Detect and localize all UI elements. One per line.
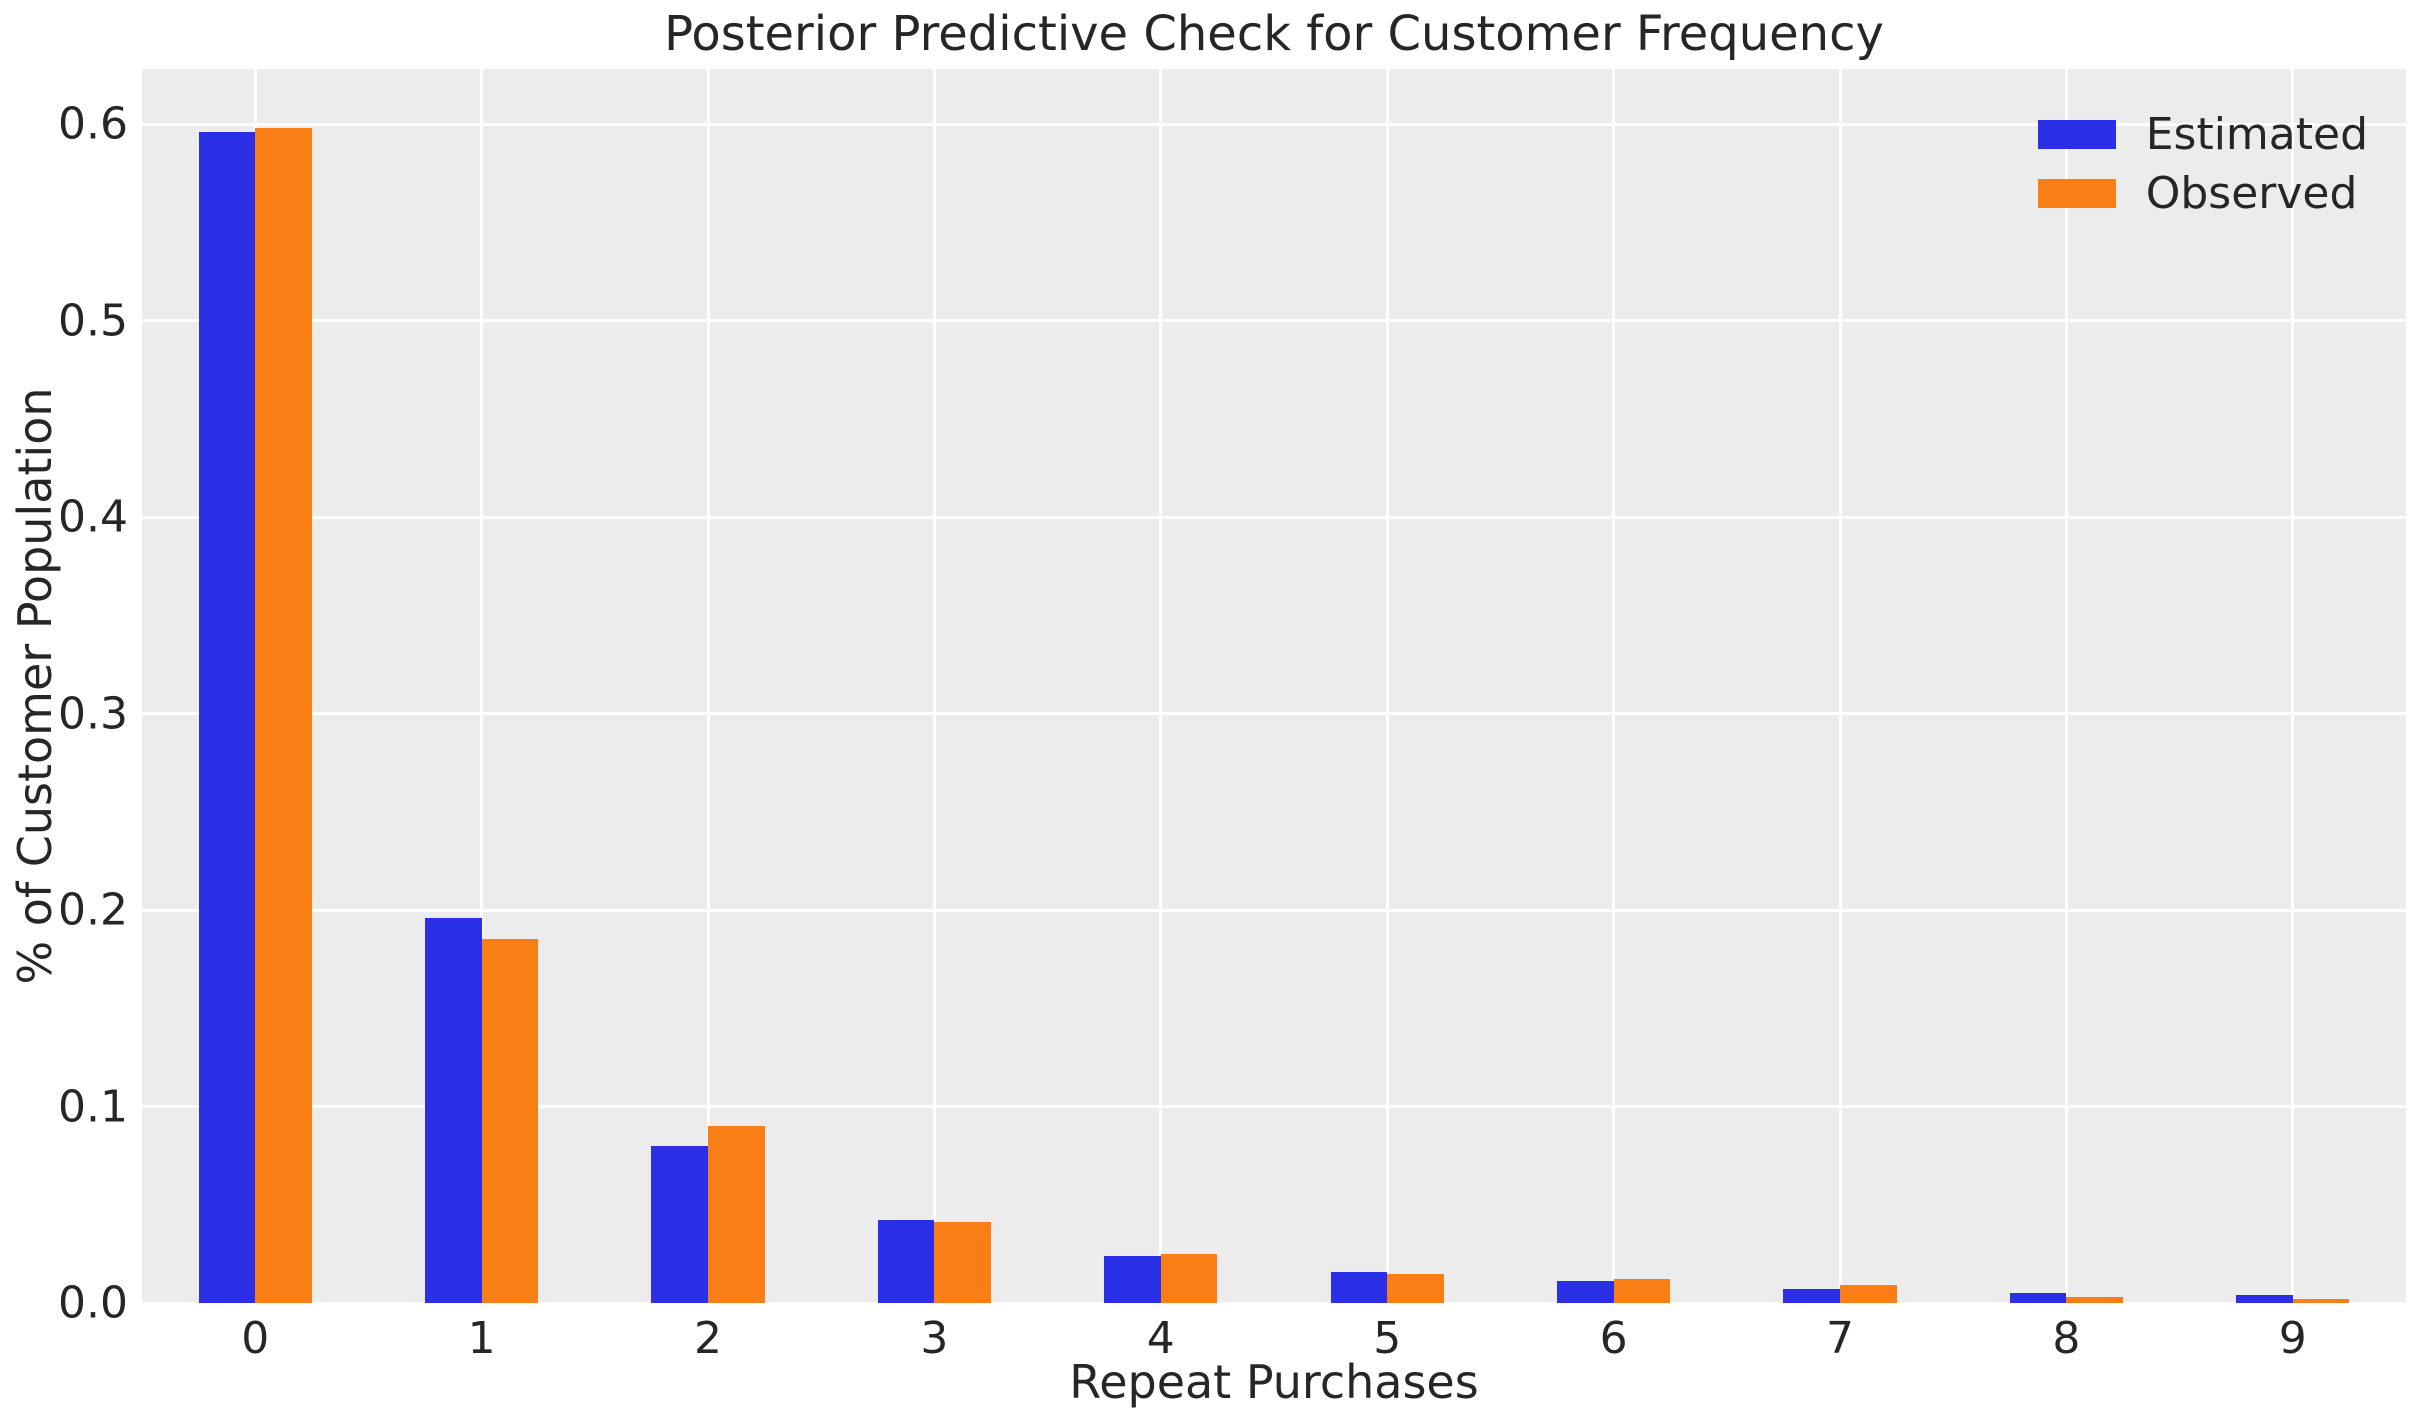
xtick-5: 5	[1373, 1313, 1402, 1364]
legend-swatch-estimated	[2037, 120, 2116, 149]
bar-observed-3	[934, 1222, 991, 1303]
plot-area: Estimated Observed	[142, 69, 2406, 1305]
x-axis-ticks: Repeat Purchases 0 1 2 3 4 5 6 7 8 9	[142, 1303, 2406, 1423]
bar-estimated-7	[1783, 1289, 1840, 1303]
gridline-x-5	[1385, 69, 1389, 1303]
xtick-1: 1	[467, 1313, 496, 1364]
legend-swatch-observed	[2037, 179, 2116, 208]
ytick-0.2: 0.2	[58, 884, 128, 936]
xtick-9: 9	[2278, 1313, 2307, 1364]
y-axis-ticks: 0.0 0.1 0.2 0.3 0.4 0.5 0.6	[0, 69, 128, 1329]
gridline-x-3	[932, 69, 936, 1303]
legend-row-estimated: Estimated	[2037, 105, 2368, 164]
bar-estimated-4	[1104, 1255, 1161, 1303]
ytick-0.1: 0.1	[58, 1081, 128, 1132]
xtick-2: 2	[694, 1313, 722, 1364]
gridline-y-0.4	[142, 515, 2406, 519]
bar-observed-8	[2066, 1297, 2123, 1303]
bar-estimated-1	[425, 917, 482, 1303]
legend-label-observed: Observed	[2145, 168, 2358, 219]
ytick-0.5: 0.5	[58, 295, 128, 347]
bar-estimated-8	[2009, 1293, 2067, 1303]
bar-estimated-3	[877, 1220, 935, 1303]
bar-observed-4	[1160, 1253, 1218, 1303]
ytick-0.4: 0.4	[58, 491, 128, 543]
xtick-7: 7	[1826, 1313, 1854, 1364]
bar-observed-2	[708, 1126, 765, 1303]
gridline-x-2	[706, 69, 710, 1303]
gridline-x-8	[2064, 69, 2068, 1303]
gridline-y-0.0	[142, 1301, 2406, 1305]
legend-label-estimated: Estimated	[2145, 109, 2368, 160]
xtick-3: 3	[920, 1313, 949, 1364]
bar-estimated-9	[2236, 1295, 2293, 1303]
bar-estimated-0	[198, 131, 256, 1303]
gridline-x-1	[480, 69, 484, 1303]
bar-observed-0	[255, 127, 312, 1303]
x-axis-label: Repeat Purchases	[1069, 1355, 1479, 1409]
chart-title: Posterior Predictive Check for Customer …	[664, 6, 1884, 62]
gridline-x-4	[1159, 69, 1163, 1303]
ytick-0.6: 0.6	[58, 98, 128, 150]
gridline-y-0.5	[142, 319, 2406, 323]
gridline-y-0.6	[142, 122, 2406, 126]
gridline-y-0.3	[142, 712, 2406, 715]
bar-estimated-5	[1330, 1271, 1388, 1303]
bar-estimated-6	[1557, 1281, 1614, 1303]
gridline-x-7	[1838, 69, 1842, 1303]
gridline-y-0.2	[142, 908, 2406, 912]
bar-observed-6	[1613, 1279, 1671, 1303]
gridline-x-6	[1612, 69, 1616, 1303]
bar-observed-7	[1840, 1285, 1897, 1303]
bar-observed-9	[2292, 1299, 2350, 1303]
xtick-4: 4	[1146, 1313, 1175, 1364]
xtick-6: 6	[1599, 1313, 1628, 1364]
legend-row-observed: Observed	[2037, 164, 2368, 223]
ytick-0.0: 0.0	[58, 1277, 128, 1329]
xtick-0: 0	[241, 1313, 270, 1364]
xtick-8: 8	[2052, 1313, 2081, 1364]
ytick-0.3: 0.3	[58, 688, 128, 739]
bar-estimated-2	[651, 1145, 708, 1303]
gridline-y-0.1	[142, 1105, 2406, 1108]
bar-observed-1	[481, 939, 539, 1303]
bar-observed-5	[1387, 1273, 1444, 1303]
gridline-x-9	[2291, 69, 2295, 1303]
legend: Estimated Observed	[2037, 105, 2368, 223]
